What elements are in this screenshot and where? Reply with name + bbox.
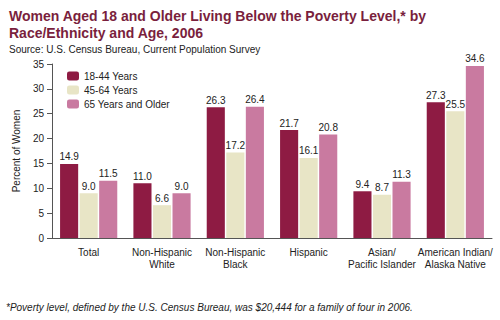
- svg-text:10: 10: [33, 183, 45, 194]
- svg-text:9.0: 9.0: [175, 181, 189, 192]
- svg-text:11.5: 11.5: [99, 168, 118, 179]
- svg-text:Alaska Native: Alaska Native: [425, 259, 487, 270]
- svg-text:Total: Total: [78, 247, 99, 258]
- svg-text:30: 30: [33, 83, 45, 94]
- svg-text:35: 35: [33, 59, 45, 70]
- svg-text:Pacific Islander: Pacific Islander: [348, 259, 416, 270]
- svg-text:Asian/: Asian/: [368, 247, 396, 258]
- svg-text:Race/Ethnicity and Age, 2006: Race/Ethnicity and Age, 2006: [9, 25, 203, 41]
- svg-text:*Poverty level, defined by the: *Poverty level, defined by the U.S. Cens…: [6, 302, 413, 313]
- svg-text:26.3: 26.3: [206, 95, 226, 106]
- svg-text:25: 25: [33, 108, 45, 119]
- svg-text:Non-Hispanic: Non-Hispanic: [205, 247, 265, 258]
- svg-text:8.7: 8.7: [375, 182, 389, 193]
- svg-text:5: 5: [38, 208, 44, 219]
- svg-text:9.4: 9.4: [355, 179, 369, 190]
- svg-text:11.3: 11.3: [392, 169, 411, 180]
- svg-text:White: White: [149, 259, 175, 270]
- svg-text:15: 15: [33, 158, 45, 169]
- svg-text:Source: U.S. Census Bureau, Cu: Source: U.S. Census Bureau, Current Popu…: [9, 44, 260, 55]
- svg-text:11.0: 11.0: [133, 171, 152, 182]
- svg-text:20: 20: [33, 133, 45, 144]
- svg-text:20.8: 20.8: [318, 122, 338, 133]
- svg-text:27.3: 27.3: [426, 90, 446, 101]
- svg-text:25.5: 25.5: [446, 99, 466, 110]
- svg-text:0: 0: [38, 233, 44, 244]
- svg-text:34.6: 34.6: [465, 53, 485, 64]
- svg-text:Black: Black: [223, 259, 248, 270]
- svg-text:18-44 Years: 18-44 Years: [84, 71, 137, 82]
- svg-text:Hispanic: Hispanic: [289, 247, 327, 258]
- svg-text:Non-Hispanic: Non-Hispanic: [132, 247, 192, 258]
- svg-text:6.6: 6.6: [155, 193, 169, 204]
- svg-text:14.9: 14.9: [59, 151, 79, 162]
- svg-text:26.4: 26.4: [245, 94, 265, 105]
- svg-text:21.7: 21.7: [279, 118, 299, 129]
- svg-text:16.1: 16.1: [299, 145, 319, 156]
- svg-text:Percent of Women: Percent of Women: [11, 110, 22, 193]
- svg-text:17.2: 17.2: [226, 140, 246, 151]
- svg-text:9.0: 9.0: [82, 181, 96, 192]
- svg-text:65 Years and Older: 65 Years and Older: [84, 99, 170, 110]
- svg-text:45-64 Years: 45-64 Years: [84, 85, 137, 96]
- svg-text:American Indian/: American Indian/: [418, 247, 493, 258]
- svg-text:Women Aged 18 and Older Living: Women Aged 18 and Older Living Below the…: [9, 8, 430, 24]
